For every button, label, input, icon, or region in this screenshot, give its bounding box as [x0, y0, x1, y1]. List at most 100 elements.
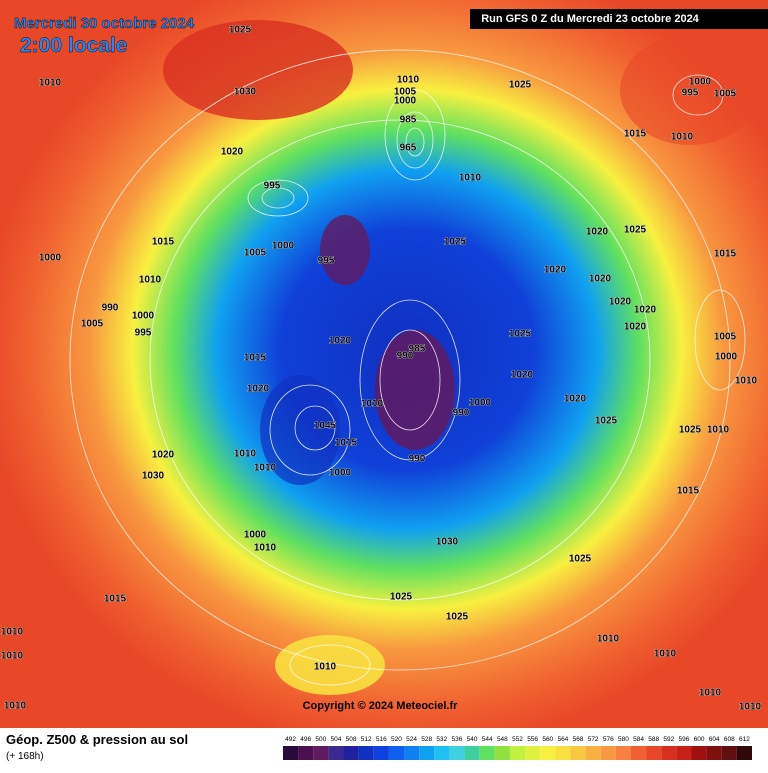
pressure-label: 1025 — [229, 25, 252, 36]
pressure-label: 1020 — [564, 394, 587, 405]
pressure-label: 1010 — [234, 449, 257, 460]
legend-label: 600 — [694, 736, 705, 743]
legend-swatch — [706, 746, 722, 760]
legend-label: 532 — [436, 736, 447, 743]
pressure-label: 1010 — [139, 275, 162, 286]
legend-label: 556 — [527, 736, 538, 743]
pressure-label: 1010 — [739, 702, 762, 713]
legend-label: 568 — [573, 736, 584, 743]
legend-label: 604 — [709, 736, 720, 743]
pressure-label: 1010 — [4, 701, 27, 712]
legend-swatch — [736, 746, 752, 760]
legend-swatch — [615, 746, 631, 760]
pressure-label: 1010 — [361, 399, 384, 410]
legend-label: 572 — [588, 736, 599, 743]
pressure-label: 1015 — [104, 594, 127, 605]
pressure-label: 1000 — [244, 530, 267, 541]
pressure-label: 1010 — [39, 78, 62, 89]
pressure-label: 995 — [682, 88, 699, 99]
legend-swatch — [464, 746, 480, 760]
legend-swatch — [343, 746, 359, 760]
legend-swatch — [479, 746, 495, 760]
pressure-label: 1000 — [329, 468, 352, 479]
legend-label: 496 — [300, 736, 311, 743]
legend-swatch — [358, 746, 374, 760]
legend-swatch — [419, 746, 435, 760]
legend-swatch — [509, 746, 526, 760]
run-info: Run GFS 0 Z du Mercredi 23 octobre 2024 — [481, 13, 699, 25]
forecast-time: 2:00 locale — [20, 34, 127, 57]
trough — [320, 215, 370, 285]
pressure-label: 1010 — [1, 627, 24, 638]
pressure-label: 1000 — [39, 253, 62, 264]
forecast-date: Mercredi 30 octobre 2024 — [14, 15, 195, 32]
legend-swatch — [646, 746, 662, 760]
pressure-label: 985 — [409, 344, 426, 355]
pressure-label: 1010 — [254, 463, 277, 474]
legend-label: 500 — [315, 736, 326, 743]
pressure-label: 1025 — [624, 225, 647, 236]
legend-label: 592 — [663, 736, 674, 743]
pressure-label: 1020 — [624, 322, 647, 333]
pressure-label: 1015 — [335, 438, 358, 449]
pressure-label: 1020 — [247, 384, 270, 395]
legend-swatch — [540, 746, 556, 760]
pressure-label: 1025 — [390, 592, 413, 603]
pressure-label: 1010 — [654, 649, 677, 660]
pressure-label: 1015 — [624, 129, 647, 140]
legend-label: 516 — [376, 736, 387, 743]
pressure-label: 1015 — [152, 237, 175, 248]
pressure-label: 1010 — [314, 662, 337, 673]
legend-swatch — [494, 746, 510, 760]
pressure-label: 1020 — [589, 274, 612, 285]
legend-swatch — [434, 746, 450, 760]
legend-swatch — [661, 746, 677, 760]
pressure-label: 1010 — [397, 75, 420, 86]
pressure-label: 1020 — [609, 297, 632, 308]
pressure-label: 1010 — [699, 688, 722, 699]
pressure-label: 1015 — [714, 249, 737, 260]
trough — [375, 330, 455, 450]
legend-label: 520 — [391, 736, 402, 743]
pressure-label: 1010 — [1, 651, 24, 662]
legend-label: 560 — [542, 736, 553, 743]
high-region — [620, 35, 760, 145]
legend-label: 544 — [482, 736, 493, 743]
pressure-label: 1045 — [314, 421, 337, 432]
pressure-label: 1005 — [714, 89, 737, 100]
legend-label: 576 — [603, 736, 614, 743]
legend-swatch — [691, 746, 707, 760]
legend-label: 528 — [421, 736, 432, 743]
pressure-label: 1005 — [244, 248, 267, 259]
high-region — [163, 20, 353, 120]
legend-swatch — [373, 746, 389, 760]
pressure-label: 985 — [400, 115, 417, 126]
legend-swatch — [570, 746, 586, 760]
legend-swatch — [298, 746, 314, 760]
pressure-label: 1000 — [469, 398, 492, 409]
pressure-label: 1000 — [272, 241, 295, 252]
legend-swatch — [525, 746, 541, 760]
pressure-label: 1025 — [446, 612, 469, 623]
pressure-label: 1025 — [595, 416, 618, 427]
legend-swatch — [721, 746, 737, 760]
pressure-label: 1000 — [394, 96, 417, 107]
pressure-label: 1025 — [679, 425, 702, 436]
pressure-label: 1000 — [715, 352, 738, 363]
low-region — [275, 635, 385, 695]
pressure-label: 1025 — [509, 80, 532, 91]
trough — [260, 375, 340, 485]
pressure-label: 1020 — [544, 265, 567, 276]
legend-label: 508 — [346, 736, 357, 743]
pressure-label: 1025 — [569, 554, 592, 565]
legend-label: 608 — [724, 736, 735, 743]
pressure-label: 995 — [135, 328, 152, 339]
pressure-label: 1020 — [221, 147, 244, 158]
pressure-label: 1005 — [394, 87, 417, 98]
run-box — [470, 9, 768, 29]
legend-label: 564 — [557, 736, 568, 743]
pressure-label: 995 — [264, 181, 281, 192]
pressure-label: 1010 — [597, 634, 620, 645]
